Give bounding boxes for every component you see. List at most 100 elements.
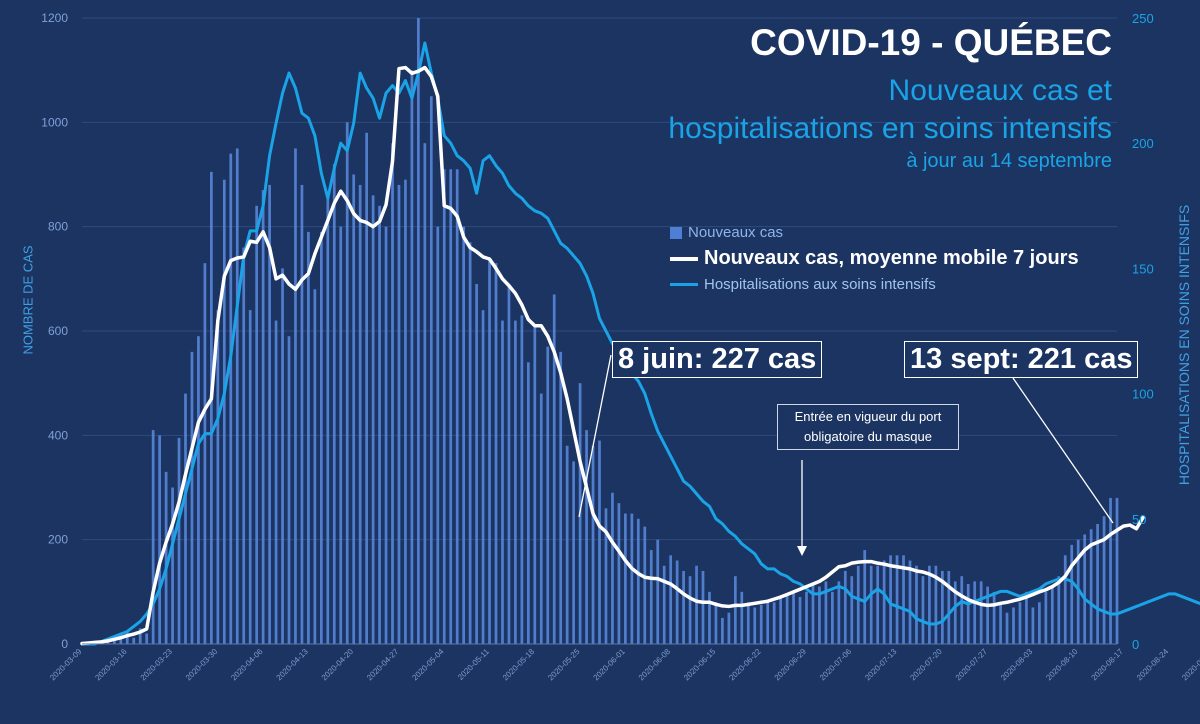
bar (1005, 612, 1009, 644)
june-leader (578, 354, 612, 518)
bar (740, 591, 744, 644)
bar (585, 430, 588, 644)
bar (261, 190, 265, 644)
bar (184, 393, 187, 644)
bar (391, 143, 394, 644)
bar (332, 164, 336, 644)
bar (565, 445, 569, 644)
bar (675, 560, 679, 644)
bar (171, 487, 174, 644)
bar (287, 336, 291, 644)
bar (701, 570, 705, 644)
x-tick-label: 2020-04-27 (365, 647, 401, 683)
moving-average-line (80, 65, 1145, 646)
bar (843, 570, 847, 644)
bar (869, 565, 873, 644)
bar (863, 550, 867, 644)
bar (339, 226, 343, 645)
bar (915, 565, 918, 644)
bar (779, 597, 782, 644)
bar-series (80, 18, 1119, 645)
mask-arrow-head (797, 546, 807, 556)
bar (1044, 591, 1048, 644)
y-right-tick-label: 100 (1132, 387, 1154, 402)
bar (624, 513, 627, 644)
y-left-tick-label: 800 (48, 220, 68, 234)
bar (429, 96, 433, 644)
chart-title: COVID-19 - QUÉBEC (750, 22, 1112, 63)
bar (953, 581, 957, 644)
bar (1063, 555, 1067, 644)
bar (818, 586, 821, 644)
bar (591, 445, 595, 644)
bar (1083, 534, 1087, 644)
bar (552, 294, 556, 644)
bar (708, 591, 711, 644)
bar (727, 612, 731, 644)
x-tick-label: 2020-07-27 (954, 647, 990, 683)
bar (132, 637, 136, 644)
bar (417, 18, 420, 644)
bar (222, 179, 226, 644)
bar (1031, 607, 1035, 644)
bar (662, 565, 666, 644)
bar (151, 430, 155, 644)
bar (307, 231, 310, 644)
bar (824, 581, 828, 644)
bar (986, 586, 989, 644)
bar (546, 346, 550, 644)
bar (753, 607, 757, 644)
x-tick-label: 2020-05-04 (410, 647, 446, 683)
bar (1096, 524, 1099, 644)
bar (384, 226, 388, 645)
bar (190, 351, 194, 644)
bar (604, 508, 608, 644)
y-right-tick-label: 0 (1132, 637, 1139, 652)
bar (475, 284, 478, 644)
bar (313, 289, 317, 644)
bar (695, 565, 698, 644)
x-tick-label: 2020-06-22 (727, 647, 763, 683)
x-tick-label: 2020-06-01 (591, 647, 627, 683)
legend-label-icu: Hospitalisations aux soins intensifs (704, 276, 936, 293)
x-tick-label: 2020-08-17 (1090, 647, 1126, 683)
x-tick-label: 2020-06-29 (773, 647, 809, 683)
y-axis-left-label: NOMBRE DE CAS (20, 245, 36, 355)
bar (630, 513, 634, 644)
bar (326, 195, 330, 644)
bar (345, 122, 349, 644)
bar (371, 195, 375, 644)
x-tick-label: 2020-08-31 (1180, 647, 1200, 683)
bar (203, 263, 207, 644)
bar (488, 257, 491, 644)
bar (772, 602, 776, 644)
bar (255, 205, 259, 645)
bar (928, 565, 931, 644)
y-left-tick-label: 1000 (41, 115, 68, 129)
bar (973, 581, 977, 644)
bar (992, 591, 996, 644)
bar (216, 310, 220, 644)
bar (177, 437, 181, 644)
bar (895, 555, 899, 644)
bar (811, 584, 815, 644)
y-left-tick-label: 200 (48, 533, 68, 547)
x-tick-label: 2020-06-08 (637, 647, 673, 683)
bar (960, 576, 964, 644)
bar (164, 471, 168, 644)
bar (902, 555, 905, 644)
bar (410, 70, 414, 645)
y-axis-right-label: HOSPITALISATIONS EN SOINS INTENSIFS (1176, 204, 1192, 486)
icu-line (80, 41, 1200, 646)
bar (688, 576, 692, 644)
bar (1070, 544, 1074, 644)
y-left-tick-label: 400 (48, 428, 68, 442)
bar (1025, 591, 1028, 644)
callout-june: 8 juin: 227 cas (612, 341, 823, 378)
bar (1057, 576, 1061, 644)
bar (158, 435, 161, 644)
x-tick-label: 2020-06-15 (682, 647, 718, 683)
bar (979, 581, 983, 644)
bar (766, 602, 770, 644)
